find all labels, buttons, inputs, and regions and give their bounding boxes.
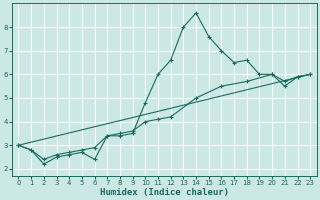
X-axis label: Humidex (Indice chaleur): Humidex (Indice chaleur) bbox=[100, 188, 229, 197]
